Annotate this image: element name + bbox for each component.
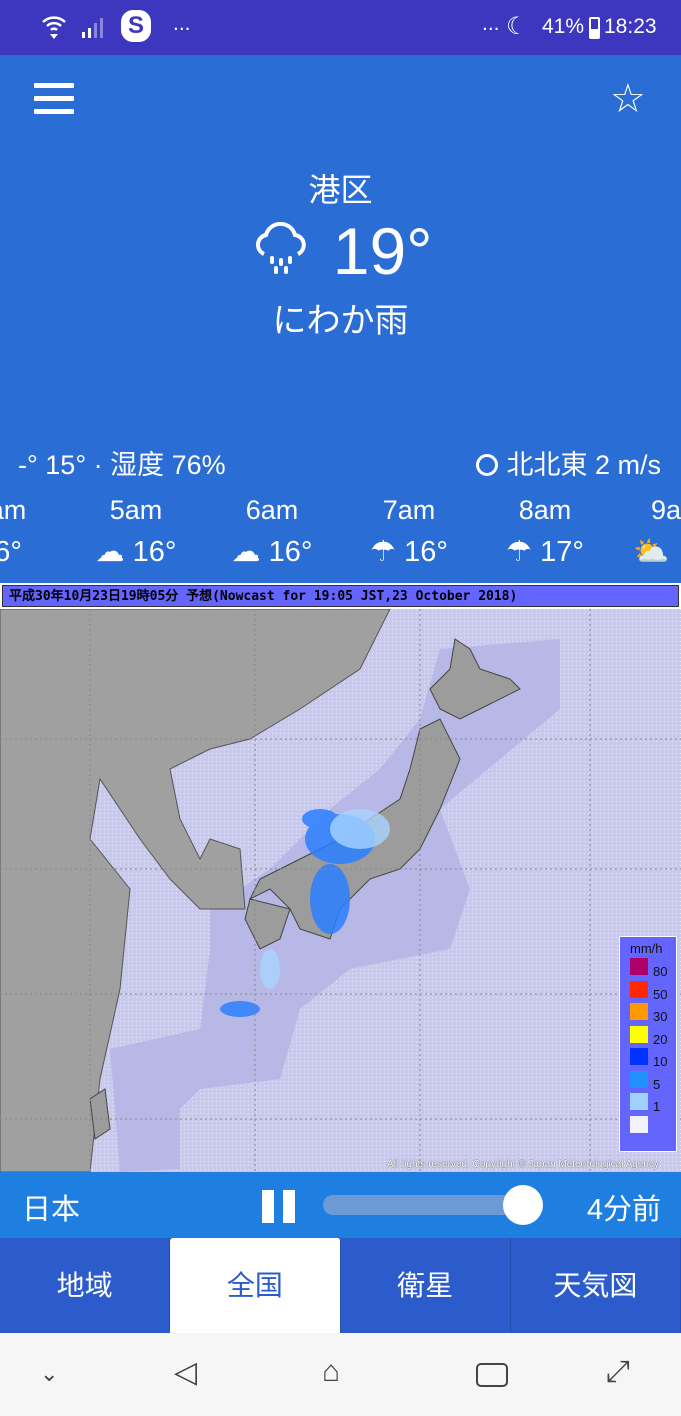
cloud-icon: ☁ <box>231 536 261 568</box>
wind-text: 北北東 2 m/s <box>506 450 661 480</box>
slider-thumb[interactable] <box>503 1185 543 1225</box>
legend-swatch <box>630 1115 648 1133</box>
cloud-rain-icon: ☂ <box>370 536 397 568</box>
hour-item: 6am ☁ 16° <box>231 495 313 568</box>
tab-region[interactable]: 地域 <box>0 1238 171 1333</box>
legend-swatch <box>630 1070 648 1088</box>
tab-satellite[interactable]: 衛星 <box>341 1238 511 1333</box>
system-nav-bar: ⌄ ◁ ⌂ ⤢ <box>0 1333 681 1416</box>
condition-text: にわか雨 <box>272 302 409 340</box>
status-bar: S ... ... ☾ 41% 18:23 <box>0 0 681 55</box>
legend-swatch <box>630 1003 648 1020</box>
hour-item: 9am⛅ <box>633 495 681 568</box>
legend-item: 80 <box>630 958 676 981</box>
legend-swatch <box>630 1025 648 1043</box>
signal-icon <box>80 14 106 46</box>
wind: 北北東 2 m/s <box>476 443 661 482</box>
cloud-rain-icon: ☂ <box>506 536 533 568</box>
skype-icon: S <box>121 10 151 42</box>
legend-item: 30 <box>630 1003 676 1026</box>
playback-controls: 日本 4分前 <box>0 1172 681 1238</box>
clock: 18:23 <box>604 15 657 38</box>
legend-item: 20 <box>630 1025 676 1049</box>
legend-item: 50 <box>630 980 676 1004</box>
hourly-forecast[interactable]: 4am16° 5am☁ 16° 6am☁ 16° 7am☂ 16° 8am☂ 1… <box>0 490 681 583</box>
legend-label: 50 <box>653 986 668 1002</box>
cloud-rain-icon <box>256 221 307 274</box>
radar-map[interactable]: 平成30年10月23日19時05分 予想(Nowcast for 19:05 J… <box>0 583 681 1172</box>
legend-label: 10 <box>653 1054 668 1069</box>
tab-nationwide[interactable]: 全国 <box>170 1238 341 1333</box>
legend-unit: mm/h <box>630 941 663 956</box>
radar-title: 平成30年10月23日19時05分 予想(Nowcast for 19:05 J… <box>2 585 679 607</box>
legend-swatch <box>630 1048 648 1065</box>
back-icon[interactable]: ◁ <box>174 1356 198 1389</box>
legend-swatch <box>630 958 648 975</box>
hour-item: 4am16° <box>0 495 27 568</box>
battery-icon <box>589 17 600 39</box>
recents-icon[interactable] <box>476 1363 508 1387</box>
legend-swatch <box>630 1093 648 1110</box>
weather-header: ☆ 港区 19° にわか雨 -° 15° · 湿度 76% 北北東 2 m/s … <box>0 55 681 583</box>
time-offset: 4分前 <box>586 1194 661 1226</box>
legend-label: 1 <box>653 1099 661 1114</box>
notification-more-right: ... <box>482 12 500 35</box>
legend-item: 1 <box>630 1093 676 1116</box>
legend-label: 20 <box>653 1031 668 1047</box>
legend-label: 5 <box>653 1076 661 1092</box>
hour-item: 8am ☂ 17° <box>506 495 584 568</box>
region-label[interactable]: 日本 <box>22 1194 81 1226</box>
legend-label: 30 <box>653 1009 668 1024</box>
fullscreen-icon[interactable]: ⤢ <box>606 1355 630 1388</box>
tab-bar: 地域 全国 衛星 天気図 <box>0 1238 681 1333</box>
home-icon[interactable]: ⌂ <box>322 1355 341 1388</box>
hour-item: 7am ☂ 16° <box>370 495 448 568</box>
radar-legend: mm/h 80 50 30 20 10 5 1 <box>619 936 677 1152</box>
favorite-star-icon[interactable]: ☆ <box>610 77 646 121</box>
legend-item: 5 <box>630 1070 676 1094</box>
menu-button[interactable] <box>34 83 74 117</box>
moon-alarm-icon: ☾ <box>506 13 528 40</box>
battery-percent: 41% <box>542 15 585 38</box>
copyright: All rights reserved. Copyright © Japan M… <box>387 1159 659 1170</box>
tab-weather-map[interactable]: 天気図 <box>511 1238 681 1333</box>
temperature: 19° <box>332 214 433 288</box>
legend-item <box>630 1115 676 1139</box>
collapse-icon[interactable]: ⌄ <box>40 1361 59 1386</box>
city-name: 港区 <box>308 172 373 208</box>
notification-more: ... <box>173 12 191 35</box>
sun-cloud-icon: ⛅ <box>633 536 670 568</box>
legend-label: 80 <box>653 964 668 979</box>
legend-item: 10 <box>630 1048 676 1071</box>
compass-icon <box>476 454 499 476</box>
pause-button[interactable] <box>262 1190 295 1223</box>
radar-map-image <box>0 609 681 1172</box>
wifi-icon <box>40 12 68 46</box>
hour-item: 5am ☁ 16° <box>95 495 177 568</box>
cloud-icon: ☁ <box>95 536 125 568</box>
legend-swatch <box>630 980 648 998</box>
low-humidity: -° 15° · 湿度 76% <box>18 450 226 480</box>
time-slider[interactable] <box>323 1195 523 1215</box>
current-temp: 19° <box>0 213 681 289</box>
